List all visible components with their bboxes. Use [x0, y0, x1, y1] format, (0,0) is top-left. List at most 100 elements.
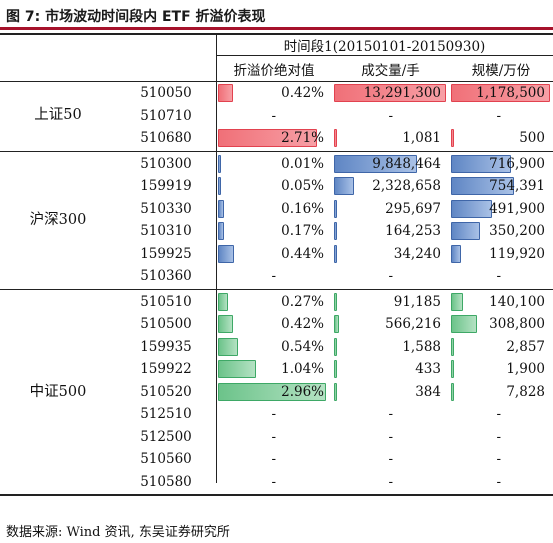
premium-value: - [271, 428, 276, 445]
table-row: 510360 - - - [0, 265, 553, 288]
table-row: 510330 0.16% 295,697 491,900 [0, 198, 553, 221]
volume-data-bar [334, 244, 337, 263]
volume-cell: - [333, 105, 449, 128]
size-value: 716,900 [489, 155, 545, 172]
size-value: - [496, 268, 501, 284]
volume-value: - [388, 107, 393, 124]
volume-data-bar [334, 222, 337, 240]
etf-code: 159935 [140, 338, 192, 355]
size-data-bar [451, 360, 454, 378]
size-value: - [496, 406, 501, 422]
source-note: 数据来源: Wind 资讯, 东吴证券研究所 [6, 525, 230, 540]
volume-cell: - [333, 471, 449, 494]
premium-cell: - [217, 471, 332, 494]
table-row: 159925 0.44% 34,240 119,920 [0, 243, 553, 266]
premium-cell: 0.01% [217, 153, 332, 176]
etf-code: 510360 [140, 268, 192, 284]
volume-value: 1,081 [402, 130, 441, 146]
volume-value: 91,185 [393, 293, 441, 310]
table-row: 510510 0.27% 91,185 140,100 [0, 291, 553, 314]
volume-data-bar [334, 177, 354, 195]
volume-cell: 2,328,658 [333, 175, 449, 198]
premium-cell: 0.16% [217, 198, 332, 221]
premium-data-bar [218, 244, 234, 263]
etf-code: 510560 [140, 451, 192, 467]
size-data-bar [451, 129, 454, 147]
table-row: 510050 0.42% 13,291,300 1,178,500 [0, 82, 553, 105]
size-value: 119,920 [489, 245, 545, 262]
table-top-border [0, 33, 553, 35]
size-cell: 119,920 [450, 243, 553, 266]
premium-value: 0.54% [281, 338, 324, 355]
size-value: 2,857 [506, 338, 545, 355]
volume-data-bar [334, 315, 339, 333]
size-cell: - [450, 265, 553, 288]
etf-code: 510330 [140, 200, 192, 217]
premium-cell: 0.44% [217, 243, 332, 266]
volume-value: 295,697 [385, 200, 441, 217]
premium-cell: 0.17% [217, 220, 332, 243]
premium-data-bar [218, 177, 221, 195]
size-cell: - [450, 105, 553, 128]
size-data-bar [451, 337, 454, 356]
etf-code: 510500 [140, 316, 192, 332]
etf-code: 510710 [140, 107, 192, 124]
volume-cell: 34,240 [333, 243, 449, 266]
size-data-bar [451, 199, 492, 218]
size-cell: 1,178,500 [450, 82, 553, 105]
volume-value: - [388, 451, 393, 467]
size-data-bar [451, 177, 514, 195]
etf-code: 510050 [140, 85, 192, 101]
premium-value: 0.16% [281, 200, 324, 217]
etf-code: 512510 [140, 406, 192, 422]
premium-data-bar [218, 337, 238, 356]
premium-cell: 2.96% [217, 381, 332, 404]
premium-cell: 0.27% [217, 291, 332, 314]
premium-data-bar [218, 154, 221, 173]
size-cell: - [450, 471, 553, 494]
size-cell: - [450, 426, 553, 449]
size-data-bar [451, 84, 550, 102]
premium-value: - [271, 107, 276, 124]
volume-data-bar [334, 84, 446, 102]
premium-cell: - [217, 426, 332, 449]
etf-code: 510680 [140, 130, 192, 146]
period-header-rule [216, 55, 553, 56]
volume-cell: - [333, 265, 449, 288]
volume-cell: - [333, 426, 449, 449]
volume-value: 34,240 [393, 245, 441, 262]
premium-cell: 2.71% [217, 127, 332, 150]
premium-value: 0.42% [281, 316, 324, 332]
table-row: 510710 - - - [0, 105, 553, 128]
volume-value: 566,216 [385, 316, 441, 332]
premium-cell: - [217, 105, 332, 128]
size-cell: 140,100 [450, 291, 553, 314]
premium-data-bar [218, 199, 224, 218]
group-label: 上证50 [34, 107, 82, 123]
table-row: 510300 0.01% 9,848,464 716,900 [0, 153, 553, 176]
table-row: 512500 - - - [0, 426, 553, 449]
size-value: 500 [519, 130, 545, 146]
volume-value: - [388, 428, 393, 445]
premium-data-bar [218, 84, 233, 102]
size-cell: 350,200 [450, 220, 553, 243]
premium-value: 2.96% [281, 383, 324, 400]
etf-code: 510300 [140, 155, 192, 172]
table-row: 512510 - - - [0, 403, 553, 426]
etf-code: 512500 [140, 428, 192, 445]
size-data-bar [451, 382, 454, 401]
size-cell: 1,900 [450, 358, 553, 381]
size-cell: 2,857 [450, 336, 553, 359]
column-divider [216, 33, 217, 483]
size-data-bar [451, 154, 511, 173]
volume-cell: 295,697 [333, 198, 449, 221]
premium-cell: - [217, 265, 332, 288]
size-column-header: 规模/万份 [471, 63, 531, 79]
volume-cell: 566,216 [333, 313, 449, 336]
etf-code: 159925 [140, 245, 192, 262]
table-row: 510520 2.96% 384 7,828 [0, 381, 553, 404]
premium-cell: 0.54% [217, 336, 332, 359]
size-value: - [496, 107, 501, 124]
premium-value: 0.27% [281, 293, 324, 310]
size-data-bar [451, 315, 477, 333]
